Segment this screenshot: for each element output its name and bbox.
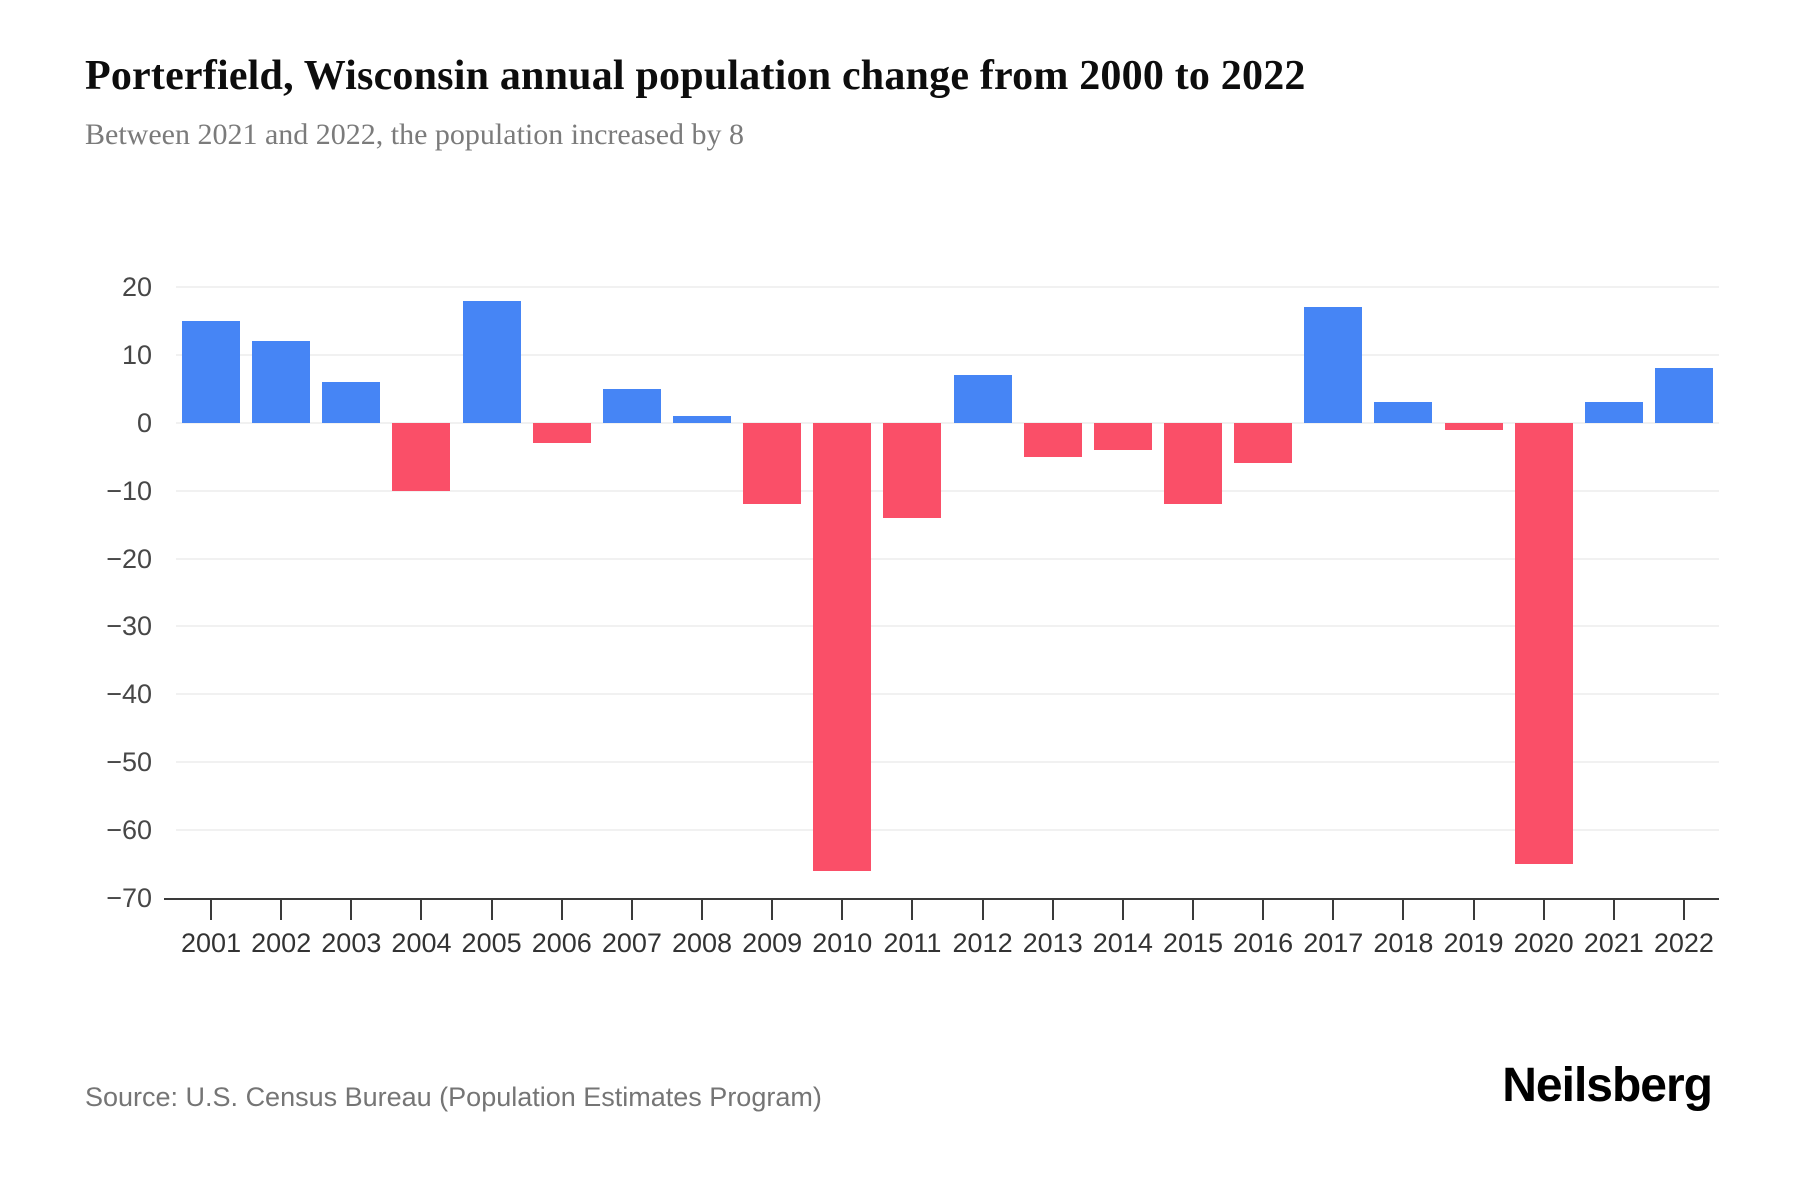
bar-2007[interactable] <box>602 388 661 423</box>
y-axis-tick-label: −70 <box>106 883 152 913</box>
bar-2011[interactable] <box>883 422 942 518</box>
gridline <box>176 625 1719 628</box>
bar-2020[interactable] <box>1514 422 1573 865</box>
x-axis-tick-label: 2016 <box>1233 928 1294 958</box>
bar-2022[interactable] <box>1654 368 1713 423</box>
bar-2009[interactable] <box>743 422 802 505</box>
x-axis-tick-label: 2019 <box>1443 928 1504 958</box>
x-axis-tick <box>911 898 914 920</box>
x-axis-tick-label: 2003 <box>321 928 382 958</box>
x-axis-tick-label: 2014 <box>1092 928 1153 958</box>
bar-2012[interactable] <box>953 375 1012 423</box>
gridline <box>176 761 1719 764</box>
gridline <box>176 421 1719 424</box>
gridline <box>176 829 1719 832</box>
x-axis-tick-label: 2012 <box>952 928 1013 958</box>
bar-2005[interactable] <box>462 300 521 423</box>
x-axis-tick-label: 2020 <box>1513 928 1574 958</box>
chart-subtitle: Between 2021 and 2022, the population in… <box>85 118 745 151</box>
x-axis-tick <box>560 898 563 920</box>
gridline <box>176 353 1719 356</box>
x-axis-tick <box>1612 898 1615 920</box>
bar-2017[interactable] <box>1304 307 1363 423</box>
x-axis-tick-label: 2005 <box>461 928 522 958</box>
bar-2019[interactable] <box>1444 422 1503 430</box>
bar-2016[interactable] <box>1234 422 1293 464</box>
brand-logo: Neilsberg <box>1502 1059 1713 1112</box>
x-axis-tick <box>1332 898 1335 920</box>
x-axis-tick <box>841 898 844 920</box>
x-axis-tick <box>1121 898 1124 920</box>
x-axis-tick-label: 2001 <box>181 928 242 958</box>
x-axis-tick <box>1262 898 1265 920</box>
source-note: Source: U.S. Census Bureau (Population E… <box>85 1082 822 1112</box>
y-axis-tick-label: −30 <box>106 611 152 642</box>
x-axis-tick-label: 2011 <box>883 928 942 958</box>
x-axis-tick <box>630 898 633 920</box>
x-axis-tick-label: 2010 <box>812 928 873 958</box>
x-axis-tick <box>420 898 423 920</box>
chart-title: Porterfield, Wisconsin annual population… <box>85 53 1306 99</box>
x-axis-tick-label: 2021 <box>1583 928 1644 958</box>
bar-chart-plot-area: 20 10 0 −10 −20 −30 −40 −50 −60 −70 2001 2002 2003 20… <box>106 274 1719 958</box>
bar-2003[interactable] <box>322 382 381 423</box>
x-axis-tick <box>701 898 704 920</box>
gridline <box>176 286 1719 288</box>
x-axis-tick <box>1682 898 1685 920</box>
x-axis-tick <box>981 898 984 920</box>
gridline <box>176 557 1719 560</box>
bar-2014[interactable] <box>1093 422 1152 450</box>
x-axis-tick <box>350 898 353 920</box>
x-axis-tick-label: 2002 <box>251 928 312 958</box>
y-axis-tick-label: −60 <box>106 815 152 846</box>
y-axis-tick-label: 20 <box>121 272 152 302</box>
x-axis-tick-label: 2022 <box>1653 928 1714 958</box>
x-axis-tick <box>1472 898 1475 920</box>
x-axis-tick-label: 2008 <box>671 928 733 958</box>
x-axis-tick-label: 2007 <box>601 928 662 958</box>
y-axis-tick-label: 10 <box>121 339 152 370</box>
x-axis-tick-label: 2009 <box>742 928 803 958</box>
bar-2015[interactable] <box>1163 422 1222 505</box>
y-axis-tick-label: −20 <box>106 543 152 574</box>
bar-2010[interactable] <box>813 422 872 871</box>
x-axis-tick <box>1542 898 1545 920</box>
x-axis-tick <box>1051 898 1054 920</box>
x-axis-tick <box>1191 898 1194 920</box>
bar-2021[interactable] <box>1584 402 1643 423</box>
bar-2008[interactable] <box>673 415 732 423</box>
y-axis-tick-label: −50 <box>106 747 152 778</box>
bar-2002[interactable] <box>252 341 311 423</box>
x-axis-tick-label: 2017 <box>1303 928 1364 958</box>
x-axis-tick-label: 2018 <box>1373 928 1434 958</box>
bar-2013[interactable] <box>1023 422 1082 457</box>
x-axis-tick-label: 2013 <box>1022 928 1083 958</box>
bar-2001[interactable] <box>182 320 241 423</box>
x-axis-tick <box>490 898 493 920</box>
x-axis-line <box>164 898 1719 900</box>
y-axis-tick-label: 0 <box>136 407 152 438</box>
x-axis-tick <box>1402 898 1405 920</box>
x-axis-tick-label: 2004 <box>391 928 452 958</box>
x-axis-tick-label: 2006 <box>531 928 592 958</box>
x-axis-tick <box>210 898 213 920</box>
gridline <box>176 489 1719 492</box>
x-axis-tick-label: 2015 <box>1162 928 1223 958</box>
y-axis-tick-label: −10 <box>106 475 152 506</box>
bar-2006[interactable] <box>532 422 591 444</box>
x-axis-tick <box>771 898 774 920</box>
x-axis-tick <box>280 898 283 920</box>
gridline <box>176 693 1719 696</box>
bar-2018[interactable] <box>1374 402 1433 423</box>
bar-2004[interactable] <box>392 422 451 491</box>
y-axis-tick-label: −40 <box>106 679 152 710</box>
